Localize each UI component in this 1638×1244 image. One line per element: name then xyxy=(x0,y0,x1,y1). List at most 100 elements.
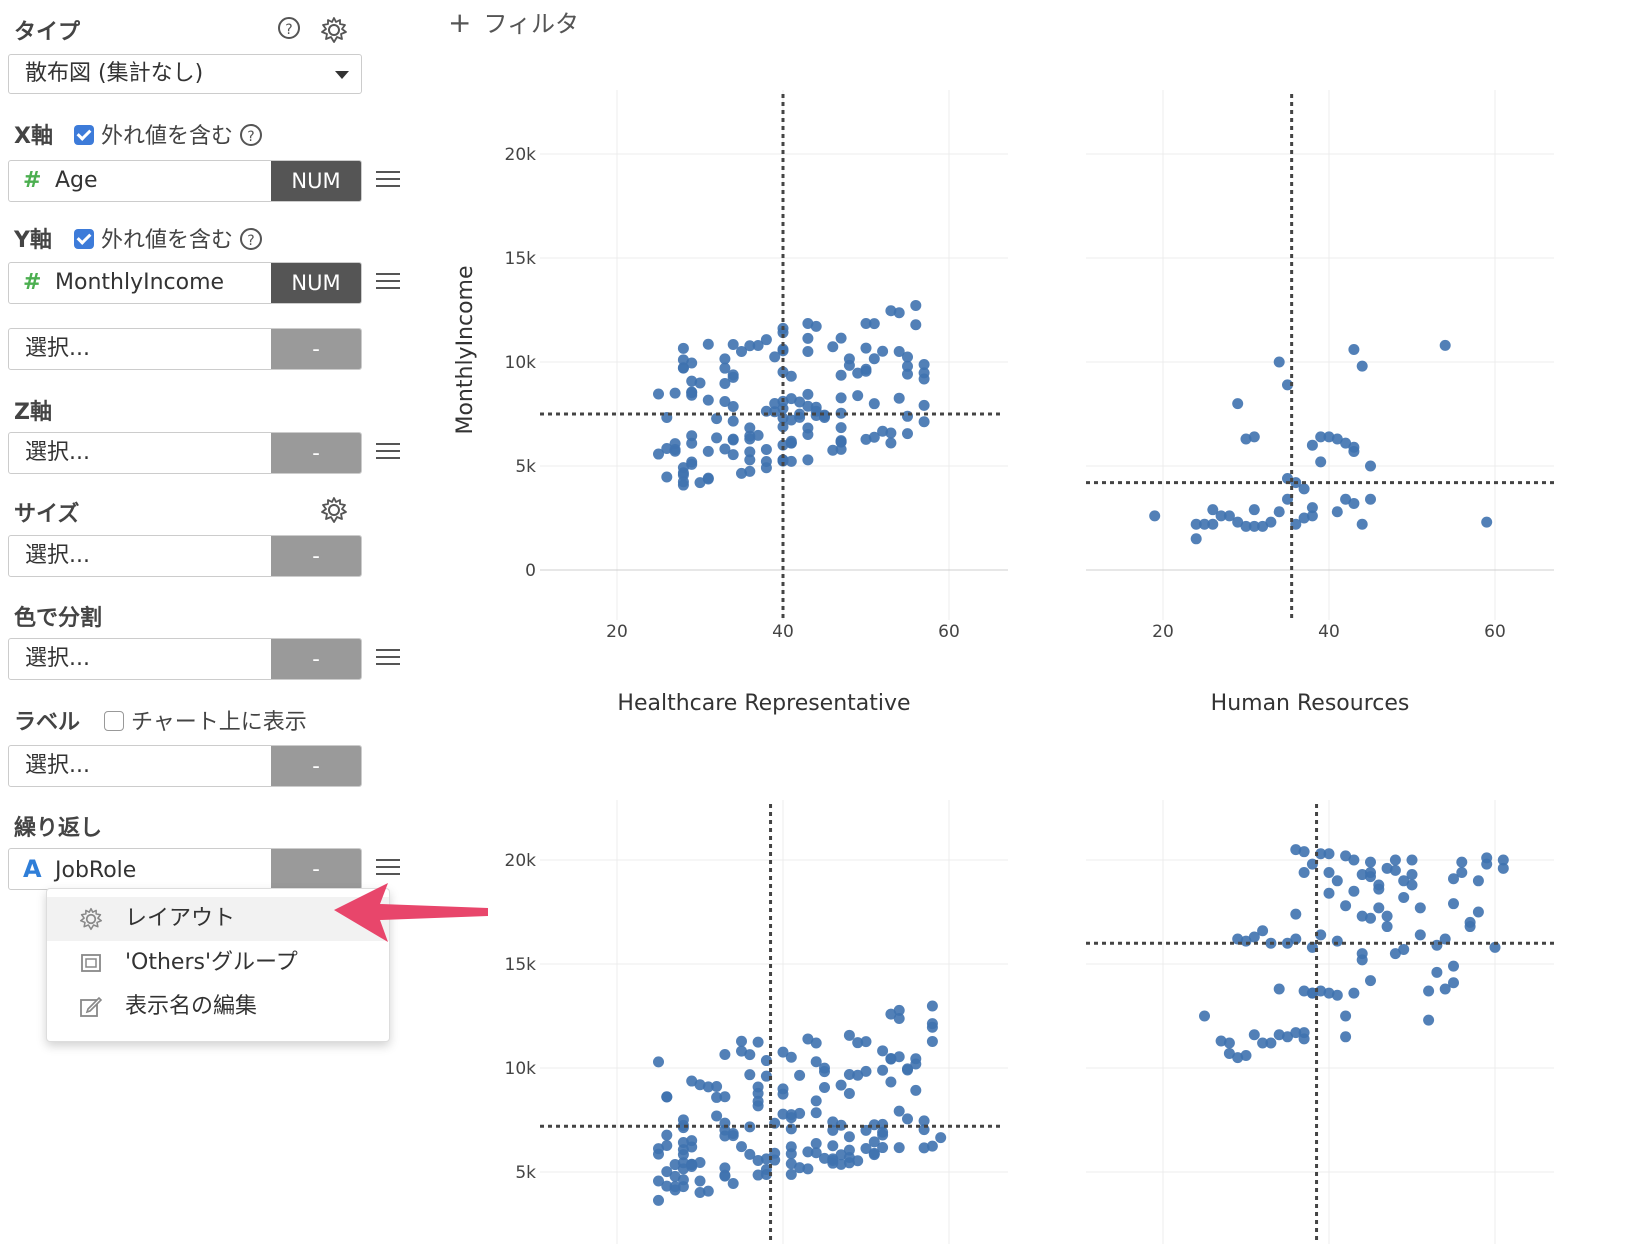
data-point[interactable] xyxy=(1190,533,1202,545)
data-point[interactable] xyxy=(1448,977,1459,989)
data-point[interactable] xyxy=(653,1148,664,1160)
data-point[interactable] xyxy=(1340,1010,1352,1022)
data-point[interactable] xyxy=(877,345,889,357)
data-point[interactable] xyxy=(1306,502,1318,514)
data-point[interactable] xyxy=(918,399,930,411)
data-point[interactable] xyxy=(918,1142,930,1154)
data-point[interactable] xyxy=(810,1056,822,1068)
data-point[interactable] xyxy=(727,434,739,446)
data-point[interactable] xyxy=(893,307,905,319)
data-point[interactable] xyxy=(860,433,872,445)
data-point[interactable] xyxy=(885,437,897,449)
data-point[interactable] xyxy=(677,342,689,354)
data-point[interactable] xyxy=(1381,862,1393,874)
data-point[interactable] xyxy=(827,1153,839,1165)
data-point[interactable] xyxy=(926,1140,938,1152)
data-point[interactable] xyxy=(1232,516,1244,528)
data-point[interactable] xyxy=(661,1140,673,1152)
data-point[interactable] xyxy=(777,454,789,466)
size-type-tag[interactable]: - xyxy=(271,536,361,576)
data-point[interactable] xyxy=(1232,398,1244,410)
data-point[interactable] xyxy=(1373,902,1385,914)
data-point[interactable] xyxy=(902,428,913,440)
menu-item-layout[interactable]: レイアウト xyxy=(47,897,389,941)
data-point[interactable] xyxy=(686,1141,698,1153)
data-point[interactable] xyxy=(785,1168,797,1180)
data-point[interactable] xyxy=(686,458,698,470)
data-point[interactable] xyxy=(1298,846,1310,858)
y-include-outliers-checkbox[interactable] xyxy=(74,229,94,249)
data-point[interactable] xyxy=(910,1053,922,1065)
data-point[interactable] xyxy=(868,398,880,410)
size-field[interactable]: 選択... - xyxy=(8,535,362,577)
repeat-field[interactable]: A JobRole - xyxy=(8,848,362,890)
data-point[interactable] xyxy=(1282,1031,1293,1043)
data-point[interactable] xyxy=(1398,891,1410,903)
data-point[interactable] xyxy=(653,388,664,400)
data-point[interactable] xyxy=(835,1149,847,1161)
data-point[interactable] xyxy=(1273,506,1285,518)
data-point[interactable] xyxy=(785,1109,797,1121)
data-point[interactable] xyxy=(1448,960,1459,972)
z-axis-field[interactable]: 選択... - xyxy=(8,432,362,474)
data-point[interactable] xyxy=(1207,504,1219,516)
data-point[interactable] xyxy=(711,1110,723,1122)
data-point[interactable] xyxy=(902,410,913,422)
data-point[interactable] xyxy=(727,449,739,461)
data-point[interactable] xyxy=(777,439,789,451)
data-point[interactable] xyxy=(677,362,689,374)
y2-axis-field[interactable]: 選択... - xyxy=(8,328,362,370)
data-point[interactable] xyxy=(1365,975,1376,987)
data-point[interactable] xyxy=(653,1194,664,1206)
data-point[interactable] xyxy=(727,415,739,427)
data-point[interactable] xyxy=(1389,948,1401,960)
data-point[interactable] xyxy=(727,371,739,383)
data-point[interactable] xyxy=(794,1162,806,1174)
data-point[interactable] xyxy=(719,362,731,374)
data-point[interactable] xyxy=(910,299,922,311)
data-point[interactable] xyxy=(769,406,781,418)
x-include-outliers-checkbox[interactable] xyxy=(74,125,94,145)
data-point[interactable] xyxy=(777,1083,789,1095)
data-point[interactable] xyxy=(1298,1027,1310,1039)
data-point[interactable] xyxy=(736,1141,747,1153)
type-help-icon[interactable]: ? xyxy=(278,17,300,39)
data-point[interactable] xyxy=(1340,493,1352,505)
data-point[interactable] xyxy=(935,1132,947,1144)
data-point[interactable] xyxy=(1248,1029,1260,1041)
data-point[interactable] xyxy=(794,396,806,408)
data-point[interactable] xyxy=(1149,510,1161,522)
data-point[interactable] xyxy=(760,443,772,455)
data-point[interactable] xyxy=(1381,921,1393,933)
data-point[interactable] xyxy=(661,442,673,454)
y-outliers-help-icon[interactable]: ? xyxy=(240,228,263,250)
data-point[interactable] xyxy=(885,1008,897,1020)
data-point[interactable] xyxy=(1315,456,1327,468)
data-point[interactable] xyxy=(860,1142,872,1154)
data-point[interactable] xyxy=(1497,854,1509,866)
data-point[interactable] xyxy=(910,319,922,331)
data-point[interactable] xyxy=(827,1140,839,1152)
data-point[interactable] xyxy=(835,392,847,404)
data-point[interactable] xyxy=(1348,885,1360,897)
data-point[interactable] xyxy=(835,1158,847,1170)
data-point[interactable] xyxy=(1240,520,1252,532)
data-point[interactable] xyxy=(843,1157,855,1169)
data-point[interactable] xyxy=(1423,1014,1435,1026)
data-point[interactable] xyxy=(686,1161,698,1173)
data-point[interactable] xyxy=(744,454,756,466)
data-point[interactable] xyxy=(885,305,897,317)
data-point[interactable] xyxy=(1290,844,1302,856)
data-point[interactable] xyxy=(1331,506,1343,518)
data-point[interactable] xyxy=(1439,983,1451,995)
data-point[interactable] xyxy=(719,396,731,408)
data-point[interactable] xyxy=(877,425,889,437)
data-point[interactable] xyxy=(1448,873,1459,885)
data-point[interactable] xyxy=(1414,929,1426,941)
data-point[interactable] xyxy=(877,1064,889,1076)
data-point[interactable] xyxy=(653,1056,664,1068)
data-point[interactable] xyxy=(1273,1029,1285,1041)
x-axis-menu-icon[interactable] xyxy=(376,166,400,192)
y2-axis-type-tag[interactable]: - xyxy=(271,329,361,369)
data-point[interactable] xyxy=(918,359,930,371)
